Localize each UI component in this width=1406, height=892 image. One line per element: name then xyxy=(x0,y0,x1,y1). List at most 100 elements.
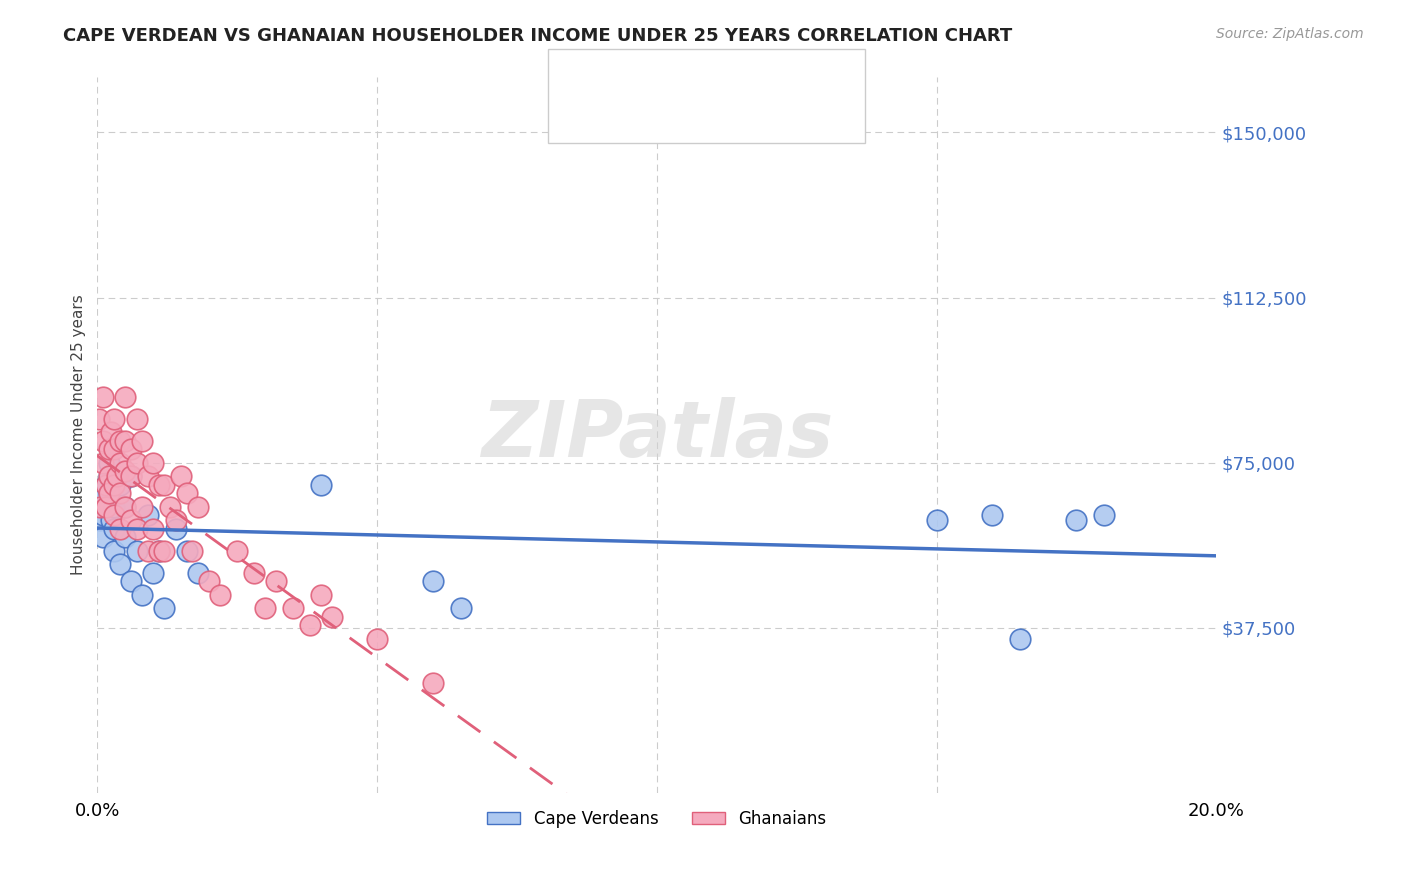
Point xyxy=(97,468,120,483)
Point xyxy=(91,434,114,448)
Point xyxy=(266,574,288,589)
Point xyxy=(105,468,128,483)
Point xyxy=(87,411,110,425)
Point xyxy=(120,468,142,483)
Text: N =: N = xyxy=(721,103,761,120)
Point xyxy=(94,500,117,514)
Point xyxy=(125,522,148,536)
Legend: Cape Verdeans, Ghanaians: Cape Verdeans, Ghanaians xyxy=(481,803,834,834)
Point xyxy=(142,566,165,580)
Point xyxy=(309,588,332,602)
Point xyxy=(120,468,142,483)
Point xyxy=(422,574,444,589)
Point xyxy=(136,468,159,483)
Point xyxy=(142,522,165,536)
Point xyxy=(103,411,125,425)
Text: 0.019: 0.019 xyxy=(651,103,707,120)
Point xyxy=(153,600,176,615)
Point xyxy=(89,500,111,514)
Point xyxy=(114,434,136,448)
Point xyxy=(181,543,204,558)
Point xyxy=(309,477,332,491)
Point xyxy=(148,543,170,558)
Point xyxy=(103,508,125,523)
Point xyxy=(114,500,136,514)
Point xyxy=(170,468,193,483)
Point xyxy=(148,543,170,558)
Point xyxy=(89,513,111,527)
Text: N =: N = xyxy=(721,67,761,85)
Point xyxy=(148,477,170,491)
Point xyxy=(103,477,125,491)
Point xyxy=(187,500,209,514)
Point xyxy=(91,486,114,500)
Point xyxy=(1010,632,1032,646)
Point xyxy=(125,456,148,470)
Point xyxy=(283,600,305,615)
Point xyxy=(94,477,117,491)
Point xyxy=(103,500,125,514)
Point xyxy=(108,456,131,470)
Point xyxy=(142,456,165,470)
Point xyxy=(100,425,122,439)
Point xyxy=(981,508,1004,523)
Point xyxy=(114,530,136,544)
Point xyxy=(159,500,181,514)
Point xyxy=(125,543,148,558)
Point xyxy=(226,543,249,558)
Point xyxy=(165,522,187,536)
Point xyxy=(91,456,114,470)
Point xyxy=(97,468,120,483)
Point xyxy=(125,411,148,425)
Point xyxy=(114,390,136,404)
Text: CAPE VERDEAN VS GHANAIAN HOUSEHOLDER INCOME UNDER 25 YEARS CORRELATION CHART: CAPE VERDEAN VS GHANAIAN HOUSEHOLDER INC… xyxy=(63,27,1012,45)
Point xyxy=(108,434,131,448)
Text: R =: R = xyxy=(609,103,648,120)
Point xyxy=(114,464,136,478)
Point xyxy=(153,543,176,558)
Point xyxy=(1066,513,1088,527)
Point xyxy=(198,574,221,589)
Point xyxy=(131,588,153,602)
Point xyxy=(114,500,136,514)
Point xyxy=(100,513,122,527)
Point xyxy=(97,486,120,500)
Point xyxy=(153,477,176,491)
Text: ZIPatlas: ZIPatlas xyxy=(481,397,832,473)
Point xyxy=(366,632,388,646)
Point xyxy=(108,477,131,491)
Text: 36: 36 xyxy=(763,67,789,85)
Point xyxy=(422,675,444,690)
Point xyxy=(136,543,159,558)
Point xyxy=(176,543,198,558)
Point xyxy=(131,500,153,514)
Point xyxy=(298,618,321,632)
Point xyxy=(94,477,117,491)
Point xyxy=(131,434,153,448)
Point xyxy=(120,574,142,589)
Text: 0.099: 0.099 xyxy=(651,67,707,85)
Point xyxy=(243,566,266,580)
Text: 58: 58 xyxy=(763,103,789,120)
Point xyxy=(1092,508,1115,523)
Point xyxy=(120,442,142,457)
Text: Source: ZipAtlas.com: Source: ZipAtlas.com xyxy=(1216,27,1364,41)
Point xyxy=(925,513,948,527)
Point xyxy=(120,513,142,527)
Point xyxy=(91,530,114,544)
Point xyxy=(103,543,125,558)
Point xyxy=(450,600,472,615)
Point xyxy=(165,513,187,527)
Point xyxy=(321,609,343,624)
Point xyxy=(97,442,120,457)
Point xyxy=(176,486,198,500)
Point xyxy=(94,500,117,514)
Point xyxy=(97,486,120,500)
Point xyxy=(136,508,159,523)
Point xyxy=(209,588,232,602)
Point xyxy=(103,522,125,536)
Point xyxy=(91,508,114,523)
Point xyxy=(254,600,277,615)
Point xyxy=(108,522,131,536)
Point xyxy=(97,456,120,470)
